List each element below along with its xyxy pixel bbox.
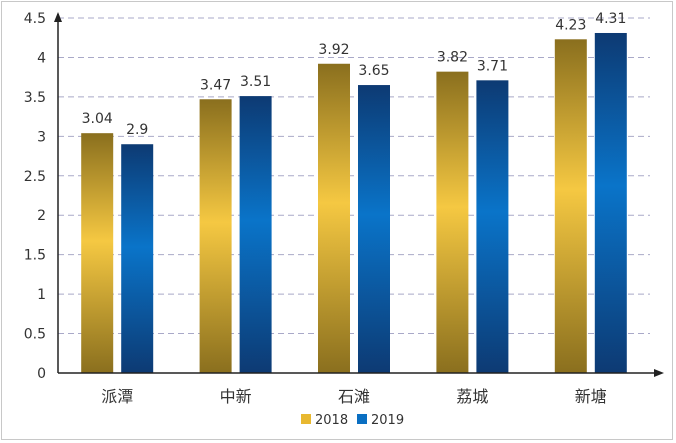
y-tick-label: 2 (37, 208, 46, 224)
x-category-label: 荔城 (456, 387, 488, 406)
y-tick-label: 3 (37, 129, 46, 145)
bar-2019-派潭 (121, 144, 154, 373)
y-tick-label: 3.5 (24, 90, 46, 106)
x-axis-arrow (654, 369, 664, 377)
legend-label-2018: 2018 (315, 413, 348, 428)
data-label: 3.04 (82, 111, 113, 127)
bar-2019-石滩 (358, 85, 390, 374)
bar-2018-荔城 (436, 71, 469, 374)
y-tick-label: 0.5 (24, 327, 46, 343)
bar-2019-中新 (239, 96, 272, 373)
y-tick-label: 1 (37, 287, 46, 303)
data-label: 3.71 (477, 58, 508, 74)
y-tick-label: 4 (37, 50, 46, 66)
labels: 0 0.5 1 1.5 2 2.5 3 3.5 4 4.5 3.04 2.9 派潭 3.47 3.51 中新 3… (24, 11, 627, 406)
data-label: 3.47 (200, 77, 231, 93)
data-label: 3.65 (358, 63, 389, 79)
bar-2019-新塘 (594, 32, 627, 373)
legend: 2018 2019 (301, 413, 404, 428)
axes (54, 12, 664, 377)
gridlines (58, 17, 650, 335)
legend-label-2019: 2019 (371, 413, 404, 428)
bar-2019-荔城 (476, 80, 509, 374)
y-axis-arrow (54, 12, 62, 22)
legend-swatch-2019 (357, 414, 367, 424)
bar-2018-新塘 (554, 39, 587, 374)
data-label: 3.51 (240, 74, 271, 90)
bar-2018-派潭 (81, 133, 114, 373)
bar-2018-石滩 (318, 63, 350, 373)
x-category-label: 中新 (220, 387, 252, 406)
data-label: 4.31 (595, 11, 626, 27)
bars (81, 32, 627, 374)
x-category-label: 石滩 (338, 387, 370, 406)
bar-2018-中新 (199, 99, 232, 373)
legend-swatch-2018 (301, 414, 311, 424)
y-tick-label: 4.5 (24, 11, 46, 27)
data-label: 4.23 (555, 17, 586, 33)
y-tick-label: 2.5 (24, 169, 46, 185)
data-label: 3.92 (318, 42, 349, 58)
data-label: 2.9 (126, 122, 148, 138)
x-category-label: 派潭 (101, 387, 133, 406)
y-tick-label: 0 (37, 366, 46, 382)
data-label: 3.82 (437, 50, 468, 66)
x-category-label: 新塘 (575, 387, 607, 406)
y-tick-label: 1.5 (24, 248, 46, 264)
